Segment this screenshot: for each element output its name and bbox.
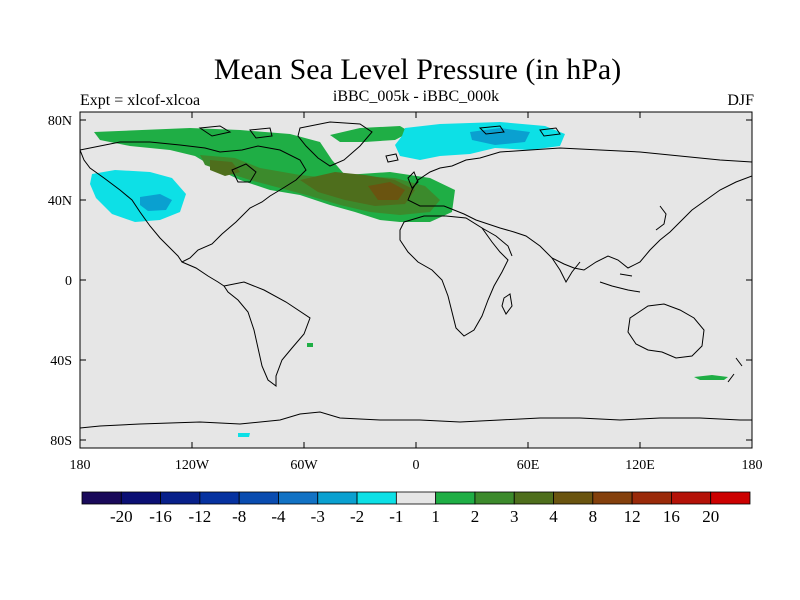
lat-label: 40S: [50, 354, 72, 369]
lon-label: 0: [413, 458, 420, 473]
map-title: Mean Sea Level Pressure (in hPa): [213, 53, 622, 86]
colorbar-label: 1: [431, 507, 440, 526]
colorbar-swatch: [710, 491, 751, 505]
coast-antarctica: [80, 411, 752, 429]
colorbar-swatch: [631, 491, 672, 505]
season-label: DJF: [727, 92, 754, 109]
colorbar-label: 2: [471, 507, 480, 526]
colorbar-label: -3: [311, 507, 325, 526]
coast-greenland: [297, 121, 373, 167]
coast-madagascar: [501, 293, 513, 315]
colorbar-swatch: [278, 491, 319, 505]
coast-south-america: [223, 281, 311, 387]
colorbar-label: -8: [232, 507, 246, 526]
lat-label: 0: [65, 274, 72, 289]
colorbar-label: -4: [271, 507, 286, 526]
coast-eurasia: [407, 147, 752, 271]
lon-label: 120W: [175, 458, 210, 473]
comparison-label: iBBC_005k - iBBC_000k: [332, 88, 500, 105]
lon-label: 180: [70, 458, 91, 473]
colorbar-label: 4: [549, 507, 558, 526]
anomaly-contours: [90, 122, 728, 437]
coast-iceland: [385, 153, 399, 163]
anomaly-region-south-pacific: [307, 343, 313, 347]
coast-central-america: [181, 261, 225, 287]
anomaly-region-north-atlantic-8: [368, 182, 405, 200]
colorbar-swatch: [435, 491, 476, 505]
map-axes: 80N 40N 0 40S 80S 180 120W 60W 0 60E 120E 180: [48, 112, 763, 473]
coast-hudson-bay: [231, 163, 257, 183]
coast-indonesia: [599, 273, 641, 293]
coastlines: [80, 121, 752, 429]
coast-north-america: [80, 141, 307, 263]
colorbar-swatch: [81, 491, 122, 505]
lon-label: 60E: [517, 458, 540, 473]
colorbar-label: -1: [389, 507, 403, 526]
colorbar-label: 16: [663, 507, 680, 526]
coast-africa: [399, 215, 509, 337]
colorbar-swatch: [592, 491, 633, 505]
colorbar-swatch: [671, 491, 712, 505]
anomaly-region-south-indian: [694, 375, 728, 380]
coast-india: [551, 257, 581, 284]
colorbar-label: -2: [350, 507, 364, 526]
colorbar-label: -20: [110, 507, 133, 526]
lon-label: 120E: [625, 458, 655, 473]
lat-label: 80S: [50, 434, 72, 449]
colorbar-swatch: [199, 491, 240, 505]
colorbar-label: 20: [702, 507, 719, 526]
experiment-label: Expt = xlcof-xlcoa: [80, 92, 201, 109]
colorbar-label: 12: [624, 507, 641, 526]
colorbar-swatch: [120, 491, 161, 505]
anomaly-region-north-pacific-2: [140, 194, 172, 211]
colorbar-swatch: [356, 491, 397, 505]
coast-australia: [627, 303, 705, 359]
colorbar-label: 8: [589, 507, 598, 526]
lat-label: 80N: [48, 114, 72, 129]
lon-label: 180: [742, 458, 763, 473]
colorbar-label: 3: [510, 507, 519, 526]
anomaly-region-arctic-2: [470, 128, 530, 145]
anomaly-region-antarctic: [238, 433, 250, 437]
coast-arabia: [481, 227, 513, 257]
colorbar-label: -12: [189, 507, 212, 526]
colorbar-swatch: [513, 491, 554, 505]
lon-label: 60W: [290, 458, 318, 473]
coast-japan: [655, 205, 667, 231]
coast-uk: [407, 171, 419, 189]
colorbar-label: -16: [149, 507, 172, 526]
colorbar-swatch: [238, 491, 279, 505]
map-plot-area: [80, 112, 752, 448]
colorbar-swatch: [317, 491, 358, 505]
coast-arctic-islands: [198, 125, 561, 139]
colorbar: -20 -16 -12 -8 -4 -3 -2 -1 1 2 3 4 8 12 16 20: [81, 491, 751, 526]
colorbar-swatch: [395, 491, 437, 505]
colorbar-swatch: [474, 491, 515, 505]
lat-label: 40N: [48, 194, 72, 209]
colorbar-swatch: [160, 491, 201, 505]
coast-new-zealand: [727, 357, 743, 383]
colorbar-swatch: [553, 491, 594, 505]
